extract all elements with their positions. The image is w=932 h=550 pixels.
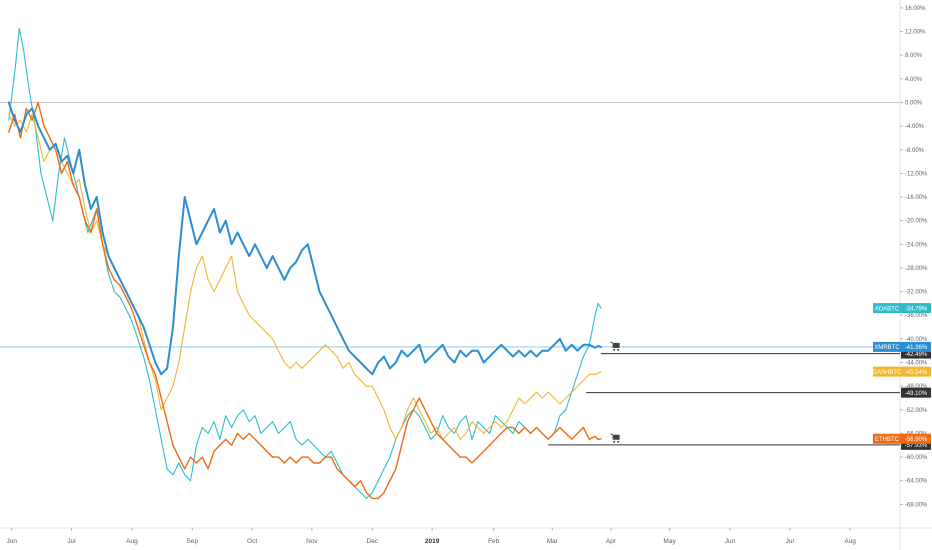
price-tag-dashbtc[interactable]: DASHBTC -45.54% (873, 366, 931, 377)
y-axis[interactable]: 16.00% 12.00% 8.00% 4.00% 0.00% -4.00% -8.00% -… (900, 6, 928, 508)
value-box (901, 303, 931, 314)
value-label: -34.79% (905, 306, 928, 312)
y-tick-label: -68.00% (905, 502, 928, 508)
x-tick-label: Dec (367, 538, 379, 545)
symbol-label: ETHBTC (875, 437, 900, 443)
y-tick-label: -40.00% (905, 337, 928, 343)
y-tick-label: -12.00% (905, 171, 928, 177)
x-tick-label: Jun (725, 538, 736, 545)
cart-handle (610, 433, 613, 436)
reference-value-box (901, 439, 931, 450)
x-tick-label: May (663, 538, 676, 545)
y-tick-label: -20.00% (905, 219, 928, 225)
cart-wheel (617, 348, 620, 351)
y-tick-label: -24.00% (905, 242, 928, 248)
reference-value-label: -42.49% (905, 352, 928, 358)
x-tick-label: Sep (187, 538, 199, 545)
cart-wheel (617, 440, 620, 443)
symbol-box (873, 433, 901, 444)
price-tag-ethbtc[interactable]: ETHBTC -56.90% (873, 433, 931, 444)
x-tick-label: Feb (488, 538, 500, 545)
cart-icon-eth[interactable] (610, 433, 620, 443)
reference-lines (548, 353, 900, 446)
reference-value-label: -57.93% (905, 443, 928, 449)
x-tick-label: Oct (247, 538, 257, 545)
cart-wheel (613, 440, 616, 443)
cart-wheel (613, 348, 616, 351)
x-tick-label: Aug (844, 538, 856, 545)
series-line-ethbtc (8, 101, 602, 500)
cart-handle (610, 341, 613, 344)
markers (610, 341, 620, 443)
y-tick-label: 0.00% (905, 100, 923, 106)
cart-icon-xmr[interactable] (610, 341, 620, 351)
price-tag-adabtc[interactable]: ADABTC -34.79% (873, 303, 931, 314)
symbol-box (873, 303, 901, 314)
value-label: -56.90% (905, 437, 928, 443)
symbol-box (873, 366, 901, 377)
cart-body (612, 434, 620, 440)
value-box (901, 341, 931, 352)
y-tick-label: 16.00% (905, 6, 926, 12)
series-line-dashbtc (8, 113, 602, 440)
value-box (901, 433, 931, 444)
y-tick-label: 8.00% (905, 53, 923, 59)
y-tick-label: 12.00% (905, 30, 926, 36)
y-tick-label: -4.00% (905, 124, 925, 130)
x-tick-label: Apr (606, 538, 617, 545)
symbol-label: DASHBTC (873, 370, 902, 376)
reference-value-label: -49.10% (905, 391, 928, 397)
y-tick-label: -16.00% (905, 195, 928, 201)
reference-value-box (901, 348, 931, 359)
y-tick-label: -64.00% (905, 479, 928, 485)
x-tick-label: 2019 (425, 538, 440, 545)
price-tags: -42.49% -49.10% -57.93% ADABTC -34.79% XMRBTC… (873, 303, 931, 450)
x-tick-label: Mar (547, 538, 559, 545)
x-tick-label: Jul (67, 538, 76, 545)
symbol-label: XMRBTC (874, 345, 900, 351)
series-lines (7, 28, 602, 500)
x-tick-label: Aug (126, 538, 138, 545)
y-tick-label: -28.00% (905, 266, 928, 272)
y-tick-label: -60.00% (905, 455, 928, 461)
x-tick-label: Nov (306, 538, 318, 545)
x-tick-label: Jun (6, 538, 17, 545)
y-tick-label: -8.00% (905, 148, 925, 154)
y-tick-label: -32.00% (905, 290, 928, 296)
x-axis[interactable]: Jun Jul Aug Sep Oct Nov Dec 2019 Feb Mar Apr May Jun… (6, 528, 856, 545)
y-tick-label: 4.00% (905, 77, 923, 83)
series-line-xmrbtc (7, 101, 602, 376)
value-label: -45.54% (905, 370, 928, 376)
x-tick-label: Jul (786, 538, 795, 545)
y-tick-label: -36.00% (905, 313, 928, 319)
value-label: -41.36% (905, 345, 928, 351)
y-tick-label: -48.00% (905, 384, 928, 390)
y-tick-label: -44.00% (905, 361, 928, 367)
value-box (901, 366, 931, 377)
price-tag-xmrbtc[interactable]: XMRBTC -41.36% (873, 341, 931, 352)
symbol-box (873, 341, 901, 352)
y-tick-label: -52.00% (905, 408, 928, 414)
cart-body (612, 342, 620, 348)
symbol-label: ADABTC (875, 306, 900, 312)
reference-value-box (901, 387, 931, 398)
